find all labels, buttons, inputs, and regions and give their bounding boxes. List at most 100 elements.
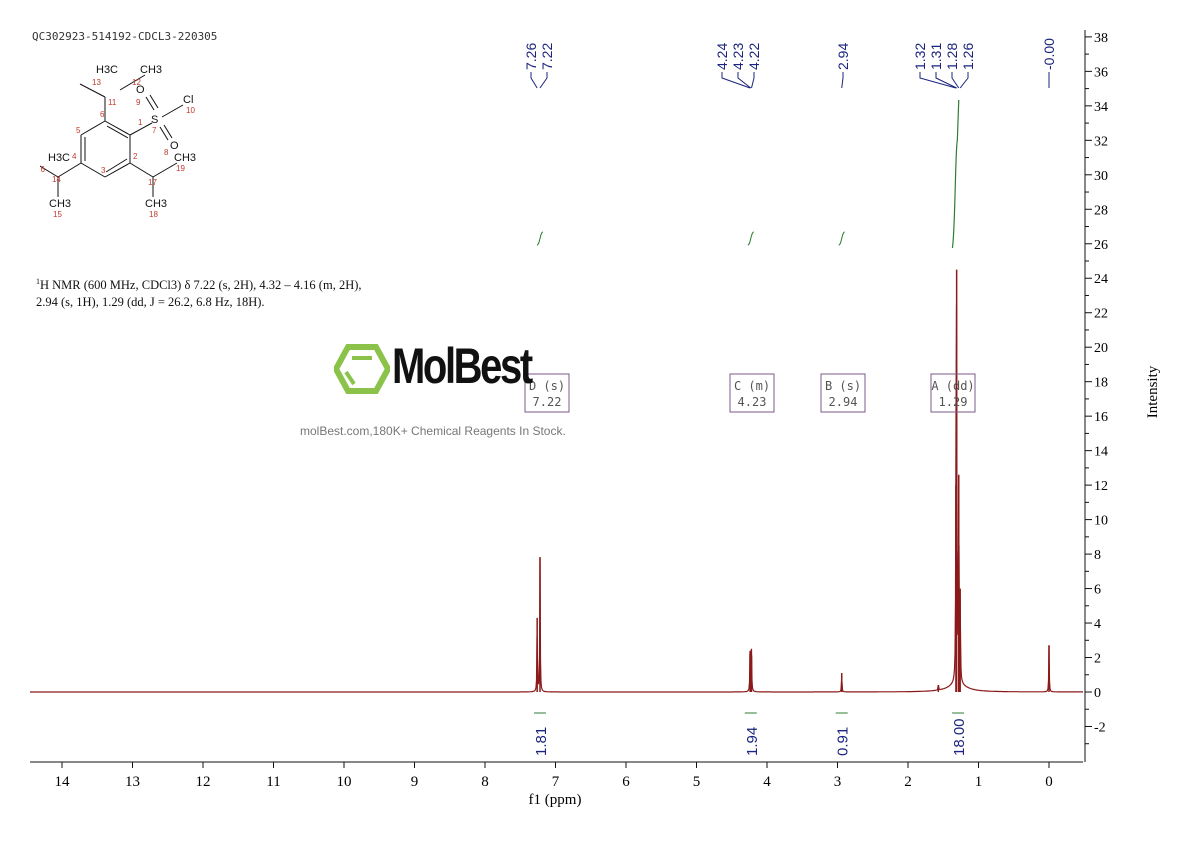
y-tick-label: 20 — [1094, 341, 1108, 356]
y-tick-label: 12 — [1094, 479, 1108, 494]
atom-number: 15 — [53, 210, 62, 219]
y-tick-label: 14 — [1094, 445, 1108, 460]
multiplet-label: D (s) — [529, 379, 565, 393]
description-line: 2.94 (s, 1H), 1.29 (dd, J = 26.2, 6.8 Hz… — [36, 295, 265, 310]
peak-label: 2.94 — [835, 43, 851, 70]
atom-number: 9 — [136, 98, 141, 107]
x-tick-label: 4 — [763, 774, 771, 790]
y-tick-label: 38 — [1094, 31, 1108, 46]
atom-number: 7 — [152, 126, 157, 135]
atom-number: 18 — [149, 210, 158, 219]
y-tick-label: 30 — [1094, 169, 1108, 184]
peak-label-connector — [721, 72, 751, 89]
atom-label: CH3 — [49, 198, 71, 210]
y-tick-label: 8 — [1094, 548, 1101, 563]
y-tick-label: 2 — [1094, 652, 1101, 667]
multiplet-label: C (m) — [734, 379, 770, 393]
y-tick-label: 24 — [1094, 272, 1108, 287]
atom-label: CH3 — [140, 64, 162, 76]
multiplet-box — [524, 373, 570, 413]
y-tick-label: 26 — [1094, 238, 1108, 253]
multiplet-shift: 1.29 — [939, 395, 968, 409]
x-tick-label: 14 — [55, 774, 71, 790]
multiplet-box — [820, 373, 866, 413]
superscript: 1 — [36, 277, 40, 286]
atom-label: CH3 — [174, 152, 196, 164]
watermark-brand: MolBest — [392, 338, 533, 394]
integral-value: 1.81 — [533, 727, 550, 756]
integral-value: 0.91 — [835, 727, 852, 756]
peak-label-connector — [959, 72, 969, 89]
atom-label: H3C — [48, 152, 70, 164]
y-tick-label: 34 — [1094, 100, 1108, 115]
peak-label-connector — [737, 72, 752, 89]
atom-number: 10 — [186, 106, 195, 115]
x-tick-label: 9 — [411, 774, 419, 790]
peak-label-connector — [841, 72, 844, 89]
sample-id: QC302923-514192-CDCL3-220305 — [32, 30, 218, 43]
x-tick-label: 3 — [834, 774, 842, 790]
atom-number: 17 — [148, 178, 157, 187]
atom-label: O — [170, 140, 179, 152]
x-axis-title: f1 (ppm) — [529, 792, 582, 808]
y-tick-label: 0 — [1094, 686, 1101, 701]
peak-label-connector — [951, 72, 960, 89]
x-tick-label: 11 — [266, 774, 280, 790]
integral-value: 1.94 — [744, 727, 761, 756]
atom-label: Cl — [183, 94, 193, 106]
description-line: H NMR (600 MHz, CDCl3) δ 7.22 (s, 2H), 4… — [40, 278, 362, 293]
y-tick-label: 22 — [1094, 307, 1108, 322]
y-tick-label: 16 — [1094, 410, 1108, 425]
atom-number: 19 — [176, 164, 185, 173]
peak-label: 7.26 — [523, 43, 539, 70]
atom-number: 2 — [133, 152, 138, 161]
watermark-tagline: molBest.com,180K+ Chemical Reagents In S… — [300, 424, 566, 438]
atom-number: 4 — [72, 152, 77, 161]
multiplet-shift: 2.94 — [829, 395, 858, 409]
multiplet-box — [930, 373, 976, 413]
peak-label-connector — [530, 72, 538, 89]
peak-label: -0.00 — [1041, 38, 1057, 70]
atom-label: H3C — [96, 64, 118, 76]
peak-label: 4.22 — [746, 43, 762, 70]
peak-label-connector — [539, 72, 548, 89]
peak-label: 4.24 — [714, 43, 730, 70]
atom-label: O — [136, 84, 145, 96]
atom-number: 5 — [76, 126, 81, 135]
peak-label-connector — [919, 72, 957, 89]
y-tick-label: -2 — [1094, 720, 1106, 735]
y-tick-label: 4 — [1094, 617, 1101, 632]
atom-number: 16 — [40, 165, 45, 174]
atom-number: 11 — [108, 98, 117, 107]
y-tick-label: 36 — [1094, 65, 1108, 80]
peak-label: 1.31 — [928, 43, 944, 70]
multiplet-shift: 4.23 — [738, 395, 767, 409]
peak-label: 1.26 — [960, 43, 976, 70]
x-tick-label: 2 — [904, 774, 912, 790]
multiplet-label: A (dd) — [931, 379, 974, 393]
peak-label: 7.22 — [539, 43, 555, 70]
y-tick-label: 18 — [1094, 376, 1108, 391]
x-tick-label: 5 — [693, 774, 701, 790]
y-tick-label: 6 — [1094, 583, 1101, 598]
peak-label: 1.28 — [944, 43, 960, 70]
x-tick-label: 12 — [196, 774, 211, 790]
multiplet-shift: 7.22 — [533, 395, 562, 409]
atom-number: 1 — [138, 118, 143, 127]
atom-number: 14 — [52, 175, 61, 184]
spectrum-line — [30, 304, 1083, 693]
integral-curve — [747, 231, 755, 246]
x-tick-label: 7 — [552, 774, 560, 790]
peak-label-connector — [935, 72, 957, 89]
multiplet-box — [729, 373, 775, 413]
x-tick-label: 8 — [481, 774, 489, 790]
integral-value: 18.00 — [951, 718, 968, 756]
peak-label: 1.32 — [912, 43, 928, 70]
atom-number: 8 — [164, 148, 169, 157]
atom-number: 3 — [101, 166, 106, 175]
integral-curve — [536, 231, 544, 246]
atom-number: 13 — [92, 78, 101, 87]
atom-label: CH3 — [145, 198, 167, 210]
x-tick-label: 13 — [125, 774, 140, 790]
